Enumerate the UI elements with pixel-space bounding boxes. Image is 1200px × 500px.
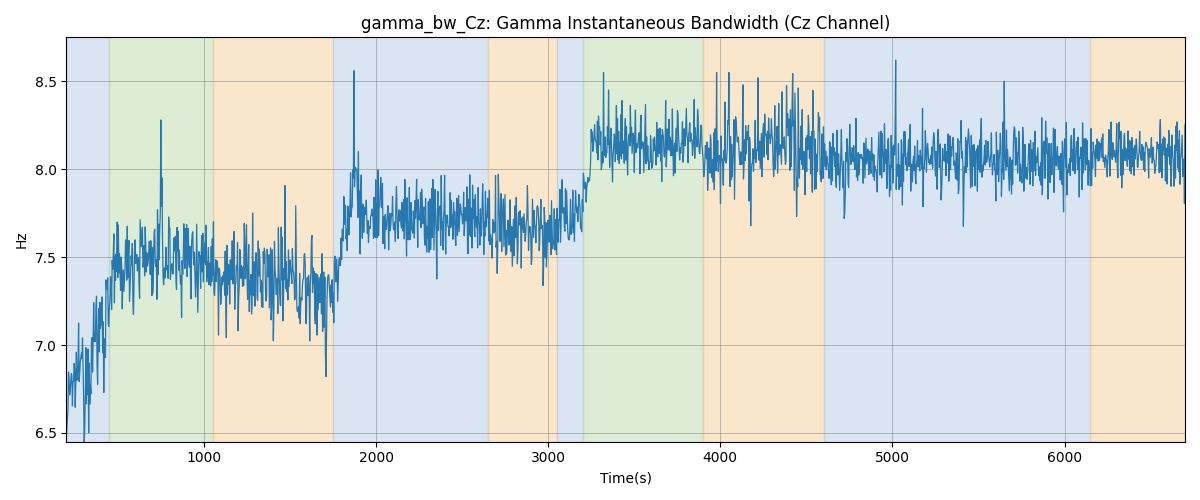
Bar — [66, 38, 109, 442]
Y-axis label: Hz: Hz — [16, 230, 29, 248]
Bar — [557, 38, 583, 442]
Title: gamma_bw_Cz: Gamma Instantaneous Bandwidth (Cz Channel): gamma_bw_Cz: Gamma Instantaneous Bandwid… — [361, 15, 890, 34]
Bar — [703, 38, 823, 442]
Bar — [334, 38, 488, 442]
Bar — [1091, 38, 1186, 442]
Bar — [109, 38, 212, 442]
Bar — [823, 38, 1091, 442]
Bar — [583, 38, 703, 442]
X-axis label: Time(s): Time(s) — [600, 471, 652, 485]
Bar — [212, 38, 334, 442]
Bar — [488, 38, 557, 442]
